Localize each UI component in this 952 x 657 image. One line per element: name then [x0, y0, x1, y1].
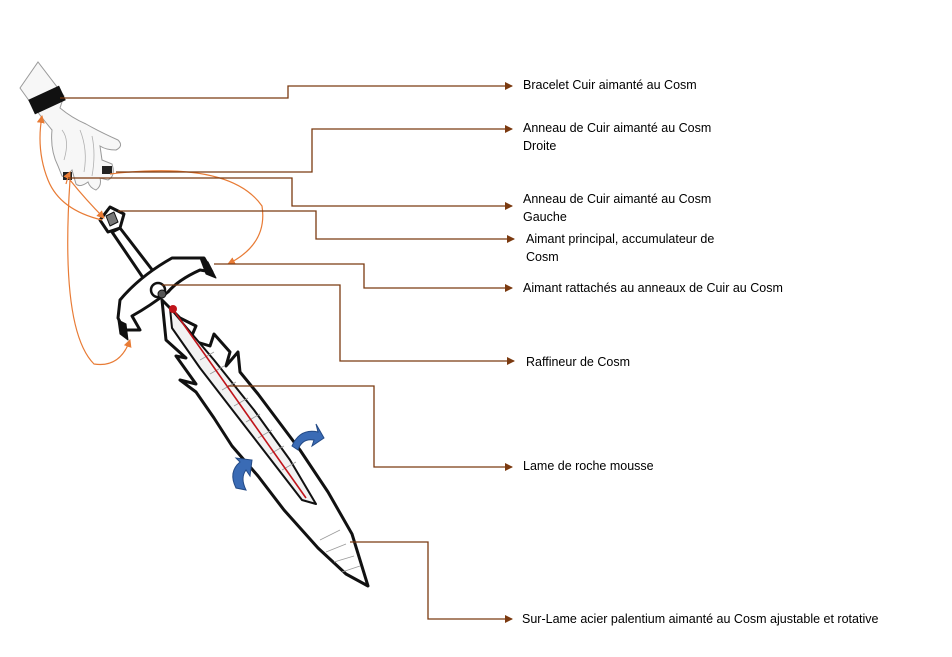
arc-top	[63, 171, 71, 185]
rotation-arrow-right	[291, 423, 325, 451]
leather-bracelet	[28, 85, 66, 115]
label-bracelet: Bracelet Cuir aimanté au Cosm	[523, 76, 697, 94]
label-line: Anneau de Cuir aimanté au Cosm	[523, 192, 712, 206]
label-line: Bracelet Cuir aimanté au Cosm	[523, 78, 697, 92]
raffineur-gem	[169, 305, 177, 313]
leader-bracelet	[60, 82, 513, 99]
label-line: Lame de roche mousse	[523, 459, 654, 473]
arc-ring-pommel	[69, 179, 105, 219]
hand-illustration	[19, 61, 122, 191]
leader-raffineur	[162, 284, 515, 365]
ring-right	[102, 166, 112, 174]
magnetic-arcs	[36, 115, 264, 366]
label-lame-roche: Lame de roche mousse	[523, 457, 654, 475]
label-line: Droite	[523, 139, 557, 153]
label-line: Raffineur de Cosm	[526, 355, 630, 369]
label-line: Aimant rattachés au anneaux de Cuir au C…	[523, 281, 783, 295]
arc-bracelet	[36, 115, 103, 221]
label-raffineur: Raffineur de Cosm	[526, 353, 630, 371]
leader-sur-lame	[350, 541, 513, 623]
leader-aimant-rattaches	[214, 263, 513, 292]
leader-anneau-droite	[116, 125, 513, 173]
label-line: Aimant principal, accumulateur de	[526, 232, 715, 246]
label-line: Anneau de Cuir aimanté au Cosm	[523, 121, 712, 135]
label-anneau-gauche: Anneau de Cuir aimanté au Cosm Gauche	[523, 190, 711, 226]
leader-lame-roche	[228, 385, 513, 471]
label-line: Cosm	[526, 250, 559, 264]
label-anneau-droite: Anneau de Cuir aimanté au Cosm Droite	[523, 119, 711, 155]
leader-anneau-gauche	[68, 177, 513, 210]
cosm-core-line	[171, 307, 307, 499]
arc-right-ring	[109, 170, 264, 265]
sword-illustration	[98, 205, 370, 588]
label-line: Sur-Lame acier palentium aimanté au Cosm…	[522, 612, 879, 626]
label-line: Gauche	[523, 210, 567, 224]
arc-left-ring	[67, 179, 132, 366]
label-aimant-rattaches: Aimant rattachés au anneaux de Cuir au C…	[523, 279, 783, 297]
rotation-arrows	[232, 423, 325, 491]
leader-aimant-principal	[118, 210, 515, 243]
leader-lines	[60, 82, 515, 623]
label-sur-lame: Sur-Lame acier palentium aimanté au Cosm…	[522, 610, 878, 628]
label-aimant-principal: Aimant principal, accumulateur de Cosm	[526, 230, 714, 266]
rotation-arrow-left	[232, 457, 253, 491]
